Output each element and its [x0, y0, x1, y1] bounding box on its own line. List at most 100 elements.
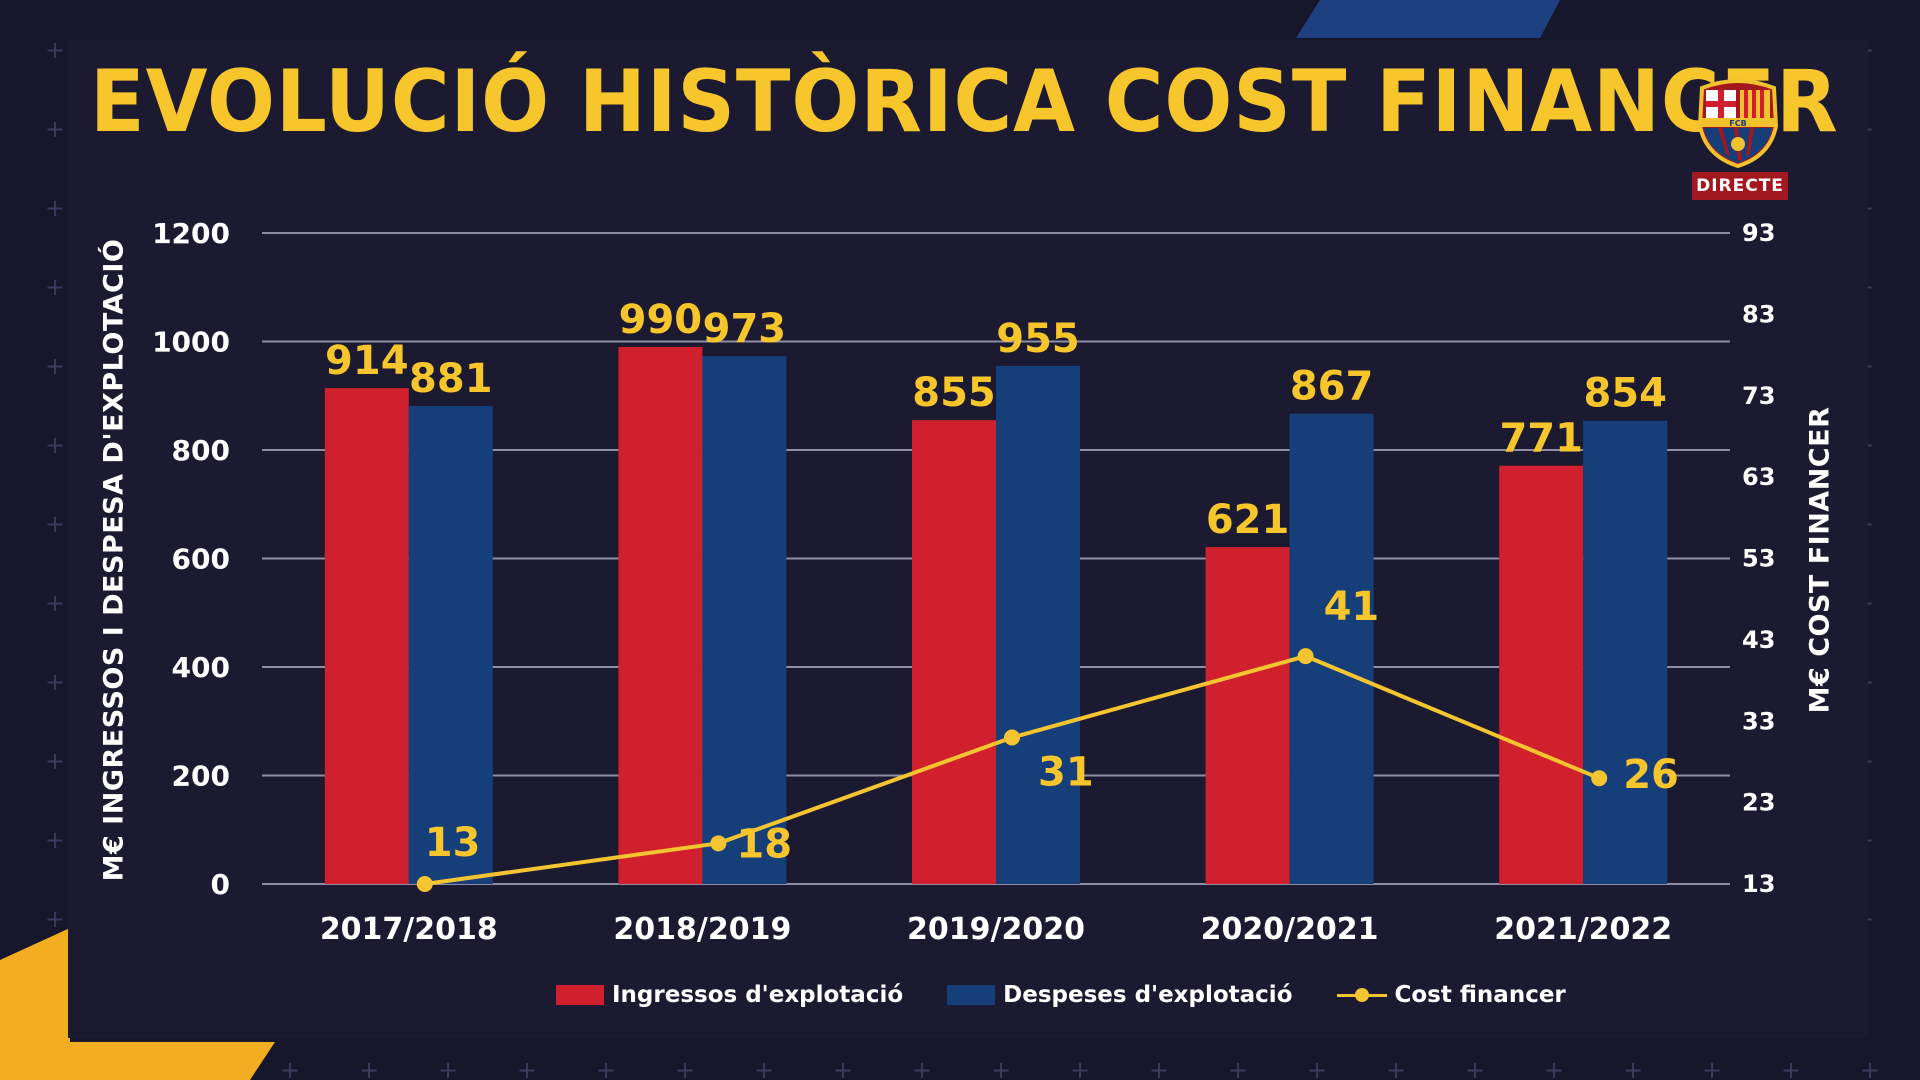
bar-ingressos: [618, 346, 703, 884]
data-label-ingressos: 990: [619, 297, 703, 343]
legend-item-despeses: Despeses d'explotació: [947, 982, 1293, 1008]
plus-pattern-icon: +: [991, 1056, 1011, 1080]
y-tick-label-right: 53: [1742, 545, 1775, 573]
y-tick-label-right: 43: [1742, 626, 1775, 654]
data-label-ingressos: 855: [912, 370, 996, 416]
y-tick-label-left: 600: [172, 543, 230, 576]
plus-pattern-icon: +: [280, 1056, 300, 1080]
data-label-ingressos: 771: [1499, 416, 1583, 462]
data-label-despeses: 973: [703, 306, 787, 352]
legend-swatch-despeses: [947, 985, 996, 1005]
plus-pattern-icon: +: [45, 668, 65, 696]
plus-pattern-icon: +: [45, 747, 65, 775]
bar-ingressos: [324, 388, 409, 884]
x-tick-label: 2018/2019: [613, 912, 791, 947]
bar-ingressos: [1205, 547, 1290, 884]
legend-label-cost-financer: Cost financer: [1394, 982, 1566, 1008]
plus-pattern-icon: +: [359, 1056, 379, 1080]
fc-barcelona-crest-icon: FCB: [1697, 79, 1779, 168]
data-label-cost-financer: 26: [1623, 752, 1679, 798]
y-tick-label-right: 93: [1742, 219, 1775, 247]
live-badge: DIRECTE: [1692, 172, 1788, 200]
plus-pattern-icon: +: [1623, 1056, 1643, 1080]
plus-pattern-icon: +: [1307, 1056, 1327, 1080]
plus-pattern-icon: +: [675, 1056, 695, 1080]
plus-pattern-icon: +: [45, 352, 65, 380]
legend-item-cost-financer: Cost financer: [1336, 982, 1566, 1008]
y-tick-label-right: 73: [1742, 382, 1775, 410]
data-label-cost-financer: 31: [1038, 750, 1094, 796]
point-cost-financer: [416, 876, 433, 892]
plus-pattern-icon: +: [1386, 1056, 1406, 1080]
y-tick-label-right: 83: [1742, 300, 1775, 328]
plus-pattern-icon: +: [1702, 1056, 1722, 1080]
data-label-despeses: 867: [1290, 364, 1374, 410]
bar-ingressos: [912, 420, 996, 884]
plus-pattern-icon: +: [45, 273, 65, 301]
y-tick-label-right: 23: [1742, 789, 1775, 817]
data-label-cost-financer: 18: [736, 821, 792, 867]
chart-legend: Ingressos d'explotació Despeses d'explot…: [556, 982, 1566, 1008]
plus-pattern-icon: +: [45, 510, 65, 538]
bar-despeses: [408, 406, 493, 884]
y-tick-label-right: 63: [1742, 463, 1775, 491]
x-tick-label: 2019/2020: [907, 912, 1085, 947]
point-cost-financer: [1297, 648, 1314, 665]
y-tick-label-left: 1000: [152, 326, 230, 359]
y-tick-label-left: 1200: [152, 217, 230, 250]
x-tick-label: 2021/2022: [1494, 912, 1672, 947]
legend-label-ingressos: Ingressos d'explotació: [612, 982, 904, 1008]
legend-swatch-ingressos: [556, 985, 604, 1005]
plus-pattern-icon: +: [1544, 1056, 1564, 1080]
bar-despeses: [702, 356, 787, 885]
x-tick-label: 2020/2021: [1201, 912, 1379, 947]
plus-pattern-icon: +: [912, 1056, 932, 1080]
y-axis-label-left: M€ INGRESSOS I DESPESA D'EXPLOTACIÓ: [98, 238, 130, 882]
data-label-ingressos: 621: [1206, 497, 1290, 543]
point-cost-financer: [1591, 770, 1608, 787]
data-label-ingressos: 914: [325, 338, 409, 384]
plus-pattern-icon: +: [1781, 1056, 1801, 1080]
plus-pattern-icon: +: [1860, 1056, 1880, 1080]
y-tick-label-left: 400: [172, 651, 230, 684]
plus-pattern-icon: +: [45, 36, 65, 64]
plus-pattern-icon: +: [1228, 1056, 1248, 1080]
bar-despeses: [1583, 420, 1668, 884]
point-cost-financer: [1004, 729, 1020, 746]
bar-ingressos: [1499, 465, 1584, 884]
plus-pattern-icon: +: [438, 1056, 458, 1080]
svg-text:FCB: FCB: [1729, 119, 1746, 128]
data-label-despeses: 955: [996, 316, 1080, 362]
point-cost-financer: [710, 835, 727, 852]
x-tick-label: 2017/2018: [320, 912, 498, 947]
plus-pattern-icon: +: [45, 115, 65, 143]
page-title: EVOLUCIÓ HISTÒRICA COST FINANCER: [90, 52, 1839, 152]
bar-despeses: [1289, 413, 1374, 884]
plus-pattern-icon: +: [45, 589, 65, 617]
plus-pattern-icon: +: [833, 1056, 853, 1080]
legend-label-despeses: Despeses d'explotació: [1003, 982, 1293, 1008]
plus-pattern-icon: +: [45, 905, 65, 933]
y-axis-label-right: M€ COST FINANCER: [1804, 406, 1836, 714]
plus-pattern-icon: +: [45, 826, 65, 854]
legend-line-cost-financer: [1336, 985, 1387, 1005]
plus-pattern-icon: +: [596, 1056, 616, 1080]
bar-despeses: [996, 365, 1080, 885]
data-label-despeses: 881: [409, 356, 493, 402]
data-label-cost-financer: 13: [425, 820, 481, 866]
data-label-cost-financer: 41: [1324, 584, 1380, 630]
plus-pattern-icon: +: [754, 1056, 774, 1080]
data-label-despeses: 854: [1583, 371, 1667, 417]
y-tick-label-right: 33: [1742, 707, 1775, 735]
plus-pattern-icon: +: [1070, 1056, 1090, 1080]
y-tick-label-left: 800: [172, 434, 230, 467]
y-tick-label-left: 0: [211, 868, 230, 901]
plus-pattern-icon: +: [45, 431, 65, 459]
legend-item-ingressos: Ingressos d'explotació: [556, 982, 903, 1008]
plus-pattern-icon: +: [45, 194, 65, 222]
plus-pattern-icon: +: [1149, 1056, 1169, 1080]
plus-pattern-icon: +: [517, 1056, 537, 1080]
y-tick-label-right: 13: [1742, 870, 1775, 898]
plus-pattern-icon: +: [1465, 1056, 1485, 1080]
